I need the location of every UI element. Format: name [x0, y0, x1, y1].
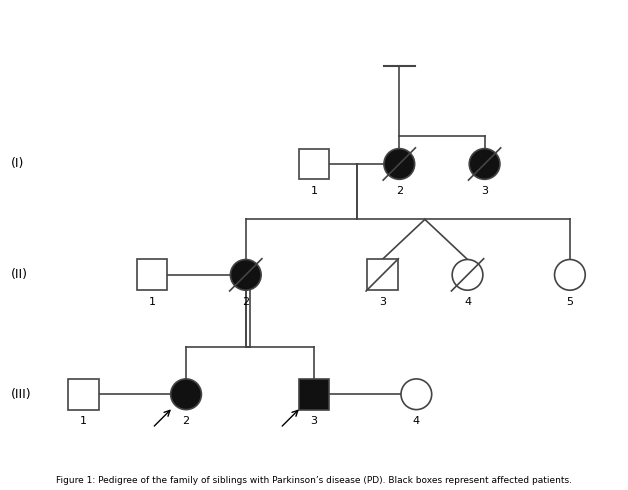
- Text: (II): (II): [11, 269, 28, 281]
- Bar: [137, 260, 167, 290]
- Ellipse shape: [401, 379, 431, 410]
- Bar: [299, 379, 329, 410]
- Bar: [367, 260, 398, 290]
- Text: 1: 1: [310, 186, 318, 196]
- Ellipse shape: [469, 148, 500, 179]
- Text: 2: 2: [396, 186, 403, 196]
- Text: 3: 3: [310, 416, 318, 426]
- Text: 2: 2: [183, 416, 190, 426]
- Bar: [299, 148, 329, 179]
- Text: 1: 1: [80, 416, 87, 426]
- Ellipse shape: [384, 148, 414, 179]
- Text: 5: 5: [566, 297, 573, 307]
- Text: 3: 3: [379, 297, 386, 307]
- Text: 3: 3: [481, 186, 488, 196]
- Ellipse shape: [555, 260, 585, 290]
- Text: (III): (III): [11, 388, 32, 401]
- Ellipse shape: [230, 260, 261, 290]
- Text: (I): (I): [11, 157, 24, 171]
- Text: 1: 1: [148, 297, 156, 307]
- Text: Figure 1: Pedigree of the family of siblings with Parkinson’s disease (PD). Blac: Figure 1: Pedigree of the family of sibl…: [56, 476, 572, 485]
- Ellipse shape: [452, 260, 483, 290]
- Bar: [68, 379, 99, 410]
- Text: 4: 4: [413, 416, 420, 426]
- Ellipse shape: [171, 379, 202, 410]
- Text: 4: 4: [464, 297, 471, 307]
- Text: 2: 2: [242, 297, 249, 307]
